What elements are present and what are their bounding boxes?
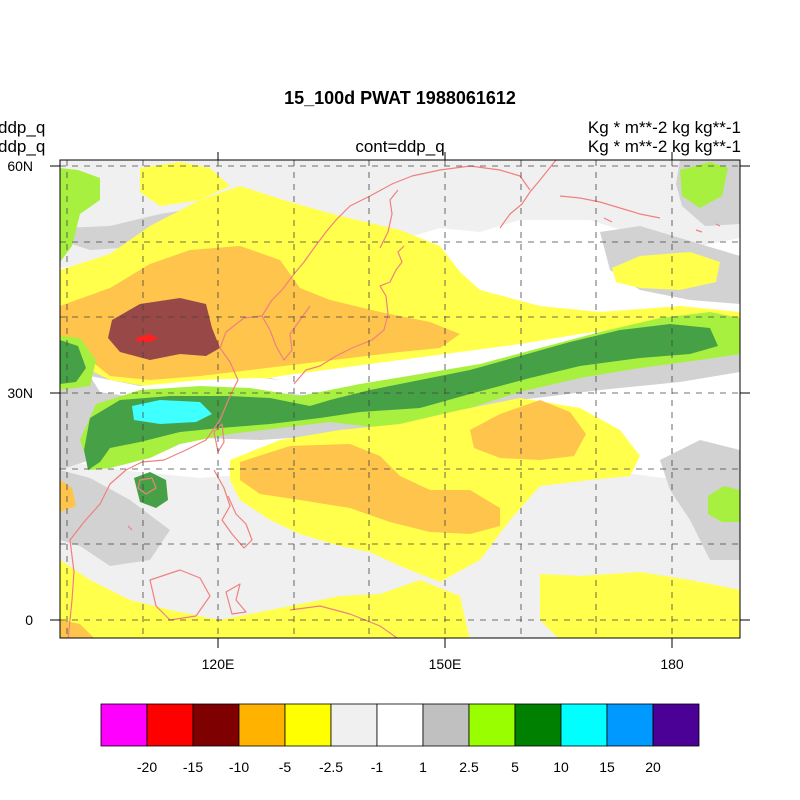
map-panel: [60, 160, 740, 638]
colorbar-box-4: [238, 703, 286, 747]
coastline-asia-mainland: [67, 165, 531, 638]
contour-orange-south-1: [240, 444, 500, 534]
map-grid: [60, 160, 740, 638]
map-frame: [59, 159, 741, 639]
contour-red-core: [136, 334, 158, 342]
contour-gray-5: [660, 440, 740, 560]
contour-yellow-sw: [60, 560, 470, 638]
coastline-islands: [127, 217, 721, 531]
colorbar-label-8: 2.5: [459, 759, 479, 775]
contour-yellow-ne: [612, 252, 720, 290]
colorbar-box-12: [606, 703, 654, 747]
colorbar-box-3: [192, 703, 240, 747]
lon-label-150e: 150E: [429, 656, 462, 672]
colorbar-label-1: -20: [137, 759, 157, 775]
center-label: cont=ddp_q: [355, 137, 444, 156]
colorbar-box-13: [652, 703, 700, 747]
colorbar-label-6: -1: [371, 759, 384, 775]
contour-maroon: [108, 298, 220, 360]
colorbar-label-7: 1: [419, 759, 427, 775]
coastline-japan: [293, 245, 405, 385]
colorbar: -20 -15 -10 -5 -2.5 -1 1 2.5 5 10 15 20: [100, 703, 700, 775]
contour-green-band: [60, 324, 718, 470]
plot-title: 15_100d PWAT 1988061612: [284, 88, 516, 108]
contour-light-1: [60, 160, 740, 268]
contour-yellow-top-left: [140, 162, 230, 206]
coastline-borneo: [149, 569, 211, 621]
contour-cyan: [132, 400, 212, 424]
colorbar-label-12: 20: [645, 759, 661, 775]
coastline-taiwan: [213, 423, 225, 453]
contour-lime-east: [708, 486, 740, 522]
colorbar-label-10: 10: [553, 759, 569, 775]
contour-orange-south-2: [470, 400, 586, 460]
colorbar-box-9: [468, 703, 516, 747]
colorbar-box-8: [422, 703, 470, 747]
left-label-2: ddp_q: [0, 137, 45, 156]
coastline-hainan: [137, 477, 157, 495]
right-label-2: Kg * m**-2 kg kg**-1: [588, 137, 741, 156]
colorbar-label-2: -15: [183, 759, 203, 775]
coastline-kamchatka: [499, 160, 557, 229]
colorbar-label-4: -5: [279, 759, 292, 775]
colorbar-box-10: [514, 703, 562, 747]
left-label-1: ddp_q: [0, 118, 45, 137]
lat-label-30n: 30N: [7, 385, 33, 401]
colorbar-box-7: [376, 703, 424, 747]
colorbar-label-3: -10: [229, 759, 249, 775]
lon-label-180: 180: [660, 656, 684, 672]
contour-green-island: [134, 472, 168, 508]
colorbar-box-2: [146, 703, 194, 747]
coastline-sakhalin: [379, 189, 399, 249]
coastlines: [67, 160, 721, 638]
axis-ticks: [50, 152, 750, 648]
lat-label-0: 0: [25, 612, 33, 628]
colorbar-box-11: [560, 703, 608, 747]
lon-label-120e: 120E: [202, 656, 235, 672]
coastline-sulawesi: [225, 583, 247, 615]
lat-label-60n: 60N: [7, 158, 33, 174]
colorbar-box-5: [284, 703, 332, 747]
contour-white-gap: [90, 328, 740, 398]
coastline-newguinea: [289, 605, 399, 638]
coastline-aleutians: [559, 195, 661, 219]
contour-lime-nw: [680, 162, 728, 208]
colorbar-box-1: [100, 703, 148, 747]
contour-gray-6: [60, 470, 170, 566]
contour-orange-w: [60, 480, 76, 512]
colorbar-label-5: -2.5: [319, 759, 343, 775]
colorbar-label-11: 15: [599, 759, 615, 775]
right-label-1: Kg * m**-2 kg kg**-1: [588, 118, 741, 137]
coastline-korea: [261, 305, 311, 361]
coastline-philippines: [213, 469, 253, 549]
colorbar-box-6: [330, 703, 378, 747]
contour-lime-topleft: [60, 168, 100, 262]
colorbar-label-9: 5: [511, 759, 519, 775]
contour-yellow-se: [540, 572, 740, 638]
